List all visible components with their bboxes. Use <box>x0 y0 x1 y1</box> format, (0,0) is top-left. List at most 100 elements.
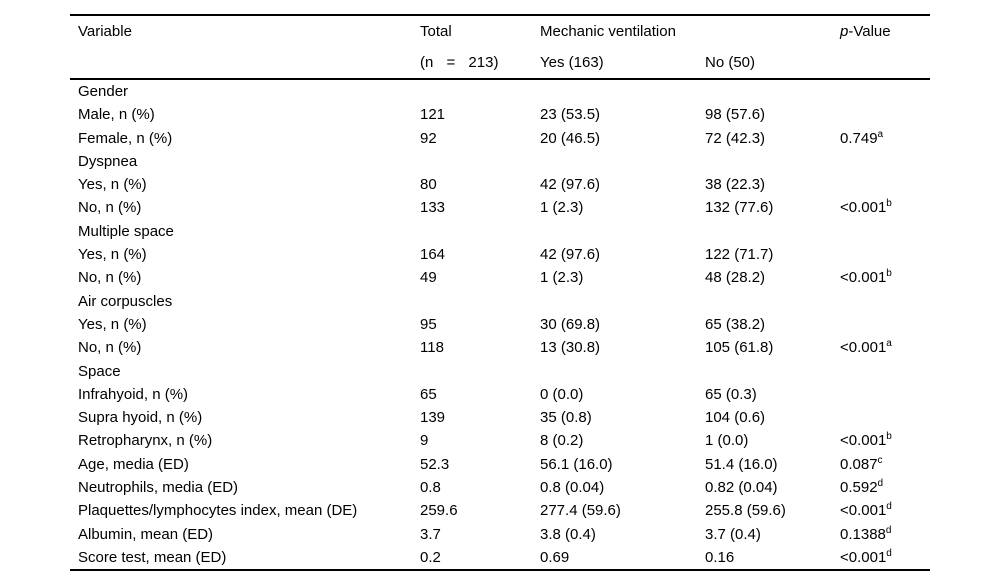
cell-ventilation-yes: 23 (53.5) <box>540 106 601 124</box>
cell-ventilation-yes: 0.8 (0.04) <box>540 479 605 497</box>
cell-p-value: 0.592d <box>840 476 930 499</box>
table-header: Variable Total Mechanic ventilation p-Va… <box>70 16 930 78</box>
cell-total: 139 <box>420 409 446 427</box>
cell-ventilation-yes: 42 (97.6) <box>540 246 601 264</box>
table-row: Gender <box>70 80 930 103</box>
cell-ventilation-no: 98 (57.6) <box>705 106 766 124</box>
cell-variable: No, n (%) <box>78 199 142 217</box>
cell-ventilation-yes: 3.8 (0.4) <box>540 525 596 543</box>
col-header-total-n: (n = 213) <box>420 53 499 71</box>
p-value-text: <0.001 <box>840 339 887 357</box>
cell-ventilation-no: 132 (77.6) <box>705 199 774 217</box>
cell-ventilation-no: 0.16 <box>705 548 735 566</box>
cell-total: 49 <box>420 269 437 287</box>
col-header-yes: Yes (163) <box>540 53 604 71</box>
cell-variable: Age, media (ED) <box>78 455 189 473</box>
p-value-text: <0.001 <box>840 502 887 520</box>
cell-total: 95 <box>420 315 437 333</box>
p-value-footnote-marker: b <box>886 268 892 280</box>
p-value-rest: -Value <box>848 22 891 40</box>
p-value-footnote-marker: b <box>886 198 892 210</box>
p-value-text: 0.087 <box>840 455 878 473</box>
cell-p-value: 0.1388d <box>840 523 930 546</box>
table-row: Retropharynx, n (%) 9 8 (0.2) 1 (0.0) <0… <box>70 429 930 452</box>
table-row: Dyspnea <box>70 150 930 173</box>
col-header-total: Total <box>420 22 452 40</box>
cell-total: 52.3 <box>420 455 450 473</box>
cell-variable: Plaquettes/lymphocytes index, mean (DE) <box>78 502 358 520</box>
p-value-text: <0.001 <box>840 432 887 450</box>
cell-variable: Score test, mean (ED) <box>78 548 227 566</box>
cell-p-value: 0.749a <box>840 127 930 150</box>
cell-total: 0.8 <box>420 479 441 497</box>
cell-ventilation-yes: 0 (0.0) <box>540 385 584 403</box>
cell-p-value: <0.001a <box>840 336 930 359</box>
col-header-no: No (50) <box>705 53 756 71</box>
cell-total: 65 <box>420 385 437 403</box>
header-row-1: Variable Total Mechanic ventilation p-Va… <box>70 16 930 47</box>
cell-ventilation-no: 0.82 (0.04) <box>705 479 778 497</box>
cell-ventilation-no: 122 (71.7) <box>705 246 774 264</box>
cell-variable: No, n (%) <box>78 269 142 287</box>
p-value-footnote-marker: b <box>886 431 892 443</box>
p-value-footnote-marker: d <box>886 501 892 513</box>
cell-total: 9 <box>420 432 429 450</box>
table-row: No, n (%) 49 1 (2.3) 48 (28.2) <0.001b <box>70 266 930 289</box>
cell-variable: Yes, n (%) <box>78 246 147 264</box>
table-row: Multiple space <box>70 220 930 243</box>
table-row: Space <box>70 360 930 383</box>
table-body: Gender Male, n (%) 121 23 (53.5) 98 (57.… <box>70 80 930 569</box>
table-row: Score test, mean (ED) 0.2 0.69 0.16 <0.0… <box>70 546 930 569</box>
table-row: Air corpuscles <box>70 290 930 313</box>
header-row-2: (n = 213) Yes (163) No (50) <box>70 47 930 78</box>
cell-ventilation-no: 48 (28.2) <box>705 269 766 287</box>
table-row: Female, n (%) 92 20 (46.5) 72 (42.3) 0.7… <box>70 127 930 150</box>
table-row: No, n (%) 118 13 (30.8) 105 (61.8) <0.00… <box>70 336 930 359</box>
cell-p-value: 0.087c <box>840 453 930 476</box>
cell-variable: Male, n (%) <box>78 106 155 124</box>
table-bottom-rule <box>70 569 930 572</box>
cell-total: 164 <box>420 246 446 264</box>
cell-ventilation-no: 3.7 (0.4) <box>705 525 761 543</box>
cell-variable: Albumin, mean (ED) <box>78 525 214 543</box>
p-value-text: <0.001 <box>840 548 887 566</box>
cell-variable: Dyspnea <box>78 152 138 170</box>
cell-variable: No, n (%) <box>78 339 142 357</box>
cell-ventilation-no: 255.8 (59.6) <box>705 502 786 520</box>
p-value-footnote-marker: a <box>886 338 892 350</box>
cell-ventilation-no: 1 (0.0) <box>705 432 749 450</box>
cell-total: 133 <box>420 199 446 217</box>
table-row: Plaquettes/lymphocytes index, mean (DE) … <box>70 499 930 522</box>
p-value-text: 0.592 <box>840 479 878 497</box>
cell-variable: Infrahyoid, n (%) <box>78 385 189 403</box>
cell-ventilation-no: 38 (22.3) <box>705 176 766 194</box>
cell-ventilation-no: 65 (38.2) <box>705 315 766 333</box>
cell-variable: Space <box>78 362 121 380</box>
cell-p-value: <0.001d <box>840 499 930 522</box>
table-row: Age, media (ED) 52.3 56.1 (16.0) 51.4 (1… <box>70 453 930 476</box>
cell-ventilation-yes: 1 (2.3) <box>540 199 584 217</box>
cell-p-value: <0.001b <box>840 429 930 452</box>
cell-total: 121 <box>420 106 446 124</box>
p-value-italic-p: p <box>840 22 849 40</box>
col-header-variable: Variable <box>78 22 132 40</box>
table-row: Male, n (%) 121 23 (53.5) 98 (57.6) <box>70 103 930 126</box>
table-row: No, n (%) 133 1 (2.3) 132 (77.6) <0.001b <box>70 196 930 219</box>
p-value-footnote-marker: d <box>877 478 884 490</box>
table-row: Yes, n (%) 164 42 (97.6) 122 (71.7) <box>70 243 930 266</box>
cell-ventilation-yes: 13 (30.8) <box>540 339 601 357</box>
cell-variable: Yes, n (%) <box>78 176 147 194</box>
cell-ventilation-no: 72 (42.3) <box>705 129 766 147</box>
cell-ventilation-yes: 277.4 (59.6) <box>540 502 621 520</box>
p-value-text: <0.001 <box>840 269 887 287</box>
cell-variable: Gender <box>78 83 129 100</box>
cell-total: 80 <box>420 176 437 194</box>
cell-ventilation-no: 105 (61.8) <box>705 339 774 357</box>
cell-p-value: <0.001d <box>840 546 930 569</box>
table-row: Supra hyoid, n (%) 139 35 (0.8) 104 (0.6… <box>70 406 930 429</box>
cell-total: 0.2 <box>420 548 441 566</box>
cell-total: 118 <box>420 339 444 357</box>
cell-variable: Yes, n (%) <box>78 315 147 333</box>
table-row: Yes, n (%) 80 42 (97.6) 38 (22.3) <box>70 173 930 196</box>
